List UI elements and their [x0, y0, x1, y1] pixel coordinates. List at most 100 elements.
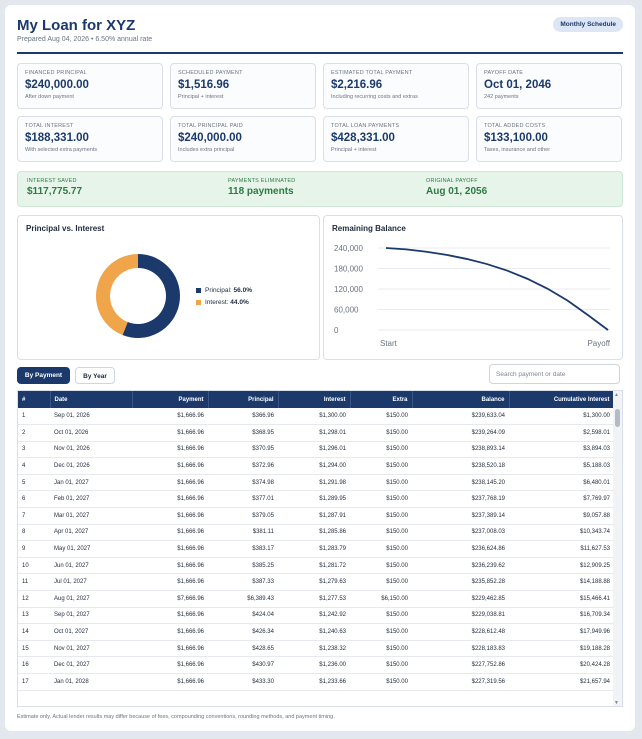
- scrollbar-thumb[interactable]: [615, 409, 620, 427]
- table-row[interactable]: 3 Nov 01, 2026 $1,666.96 $370.95 $1,296.01 $1…: [18, 441, 614, 458]
- table-cell: $17,949.96: [579, 629, 610, 636]
- table-cell: 2: [22, 429, 26, 436]
- table-cell: $150.00: [386, 512, 408, 519]
- table-cell: Jan 01, 2027: [54, 479, 89, 486]
- table-cell: $238,893.14: [471, 446, 505, 453]
- table-row[interactable]: 13 Sep 01, 2027 $1,666.96 $424.04 $1,242.92 $…: [18, 607, 614, 624]
- header-date[interactable]: Date: [50, 391, 133, 408]
- header-balance[interactable]: Balance: [412, 391, 510, 408]
- header-principal[interactable]: Principal: [208, 391, 279, 408]
- header-payment[interactable]: Payment: [132, 391, 209, 408]
- table-cell: Apr 01, 2027: [54, 529, 89, 536]
- table-row[interactable]: 4 Dec 01, 2026 $1,666.96 $372.96 $1,294.00 $1…: [18, 458, 614, 475]
- table-row[interactable]: 2 Oct 01, 2026 $1,666.96 $368.95 $1,298.01 $1…: [18, 425, 614, 442]
- table-cell: $387.33: [252, 579, 274, 586]
- table-cell: 8: [22, 529, 26, 536]
- stat-label: PAYOFF DATE: [484, 70, 524, 76]
- table-cell: $229,462.85: [471, 595, 505, 602]
- table-row[interactable]: 15 Nov 01, 2027 $1,666.96 $428.65 $1,238.32 $…: [18, 640, 614, 657]
- table-cell: $1,283.79: [319, 546, 346, 553]
- table-cell: $10,343.74: [579, 529, 610, 536]
- table-cell: $150.00: [386, 645, 408, 652]
- table-row[interactable]: 1 Sep 01, 2026 $1,666.96 $366.96 $1,300.00 $1…: [18, 408, 614, 425]
- table-cell: $14,188.88: [579, 579, 610, 586]
- table-cell: $1,666.96: [177, 413, 204, 420]
- stat-label: ESTIMATED TOTAL PAYMENT: [331, 70, 413, 76]
- table-cell: $150.00: [386, 446, 408, 453]
- donut-chart: [96, 254, 180, 338]
- table-row[interactable]: 6 Feb 01, 2027 $1,666.96 $377.01 $1,289.95 $1…: [18, 491, 614, 508]
- stat-total-added-costs: TOTAL ADDED COSTS $133,100.00 Taxes, ins…: [476, 116, 622, 162]
- header-interest[interactable]: Interest: [278, 391, 351, 408]
- table-row[interactable]: 16 Dec 01, 2027 $1,666.96 $430.97 $1,236.00 $…: [18, 657, 614, 674]
- table-row[interactable]: 11 Jul 01, 2027 $1,666.96 $387.33 $1,279.63 $…: [18, 574, 614, 591]
- stat-value: $1,516.96: [178, 79, 230, 91]
- table-row[interactable]: 9 May 01, 2027 $1,666.96 $383.17 $1,283.79 $1…: [18, 541, 614, 558]
- table-cell: 4: [22, 463, 26, 470]
- page-subtitle: Prepared Aug 04, 2026 • 6.50% annual rat…: [17, 36, 153, 43]
- interest-saved: INTEREST SAVED $117,775.77: [27, 178, 82, 197]
- table-cell: $1,666.96: [177, 446, 204, 453]
- table-cell: 11: [22, 579, 29, 586]
- table-cell: $2,598.01: [583, 429, 610, 436]
- table-cell: $150.00: [386, 479, 408, 486]
- table-row[interactable]: 10 Jun 01, 2027 $1,666.96 $385.25 $1,281.72 $…: [18, 557, 614, 574]
- table-cell: $426.34: [252, 629, 274, 636]
- table-row[interactable]: 5 Jan 01, 2027 $1,666.96 $374.98 $1,291.98 $1…: [18, 474, 614, 491]
- scroll-down-icon[interactable]: ▼: [614, 700, 619, 706]
- table-cell: $433.30: [252, 678, 274, 685]
- savings-label: PAYMENTS ELIMINATED: [228, 178, 296, 184]
- table-cell: 10: [22, 562, 29, 569]
- header-extra[interactable]: Extra: [350, 391, 413, 408]
- y-tick-label: 0: [334, 326, 339, 335]
- table-cell: $1,291.98: [319, 479, 346, 486]
- donut-slice-interest: [96, 254, 138, 336]
- savings-value: Aug 01, 2056: [426, 186, 488, 197]
- stat-value: $188,331.00: [25, 132, 89, 144]
- stat-financed-principal: FINANCED PRINCIPAL $240,000.00 After dow…: [17, 63, 163, 109]
- stat-label: TOTAL ADDED COSTS: [484, 123, 546, 129]
- table-cell: 16: [22, 662, 29, 669]
- scroll-up-icon[interactable]: ▲: [614, 392, 619, 398]
- tab-by-payment[interactable]: By Payment: [17, 367, 70, 384]
- table-row[interactable]: 17 Jan 01, 2028 $1,666.96 $433.30 $1,233.66 $…: [18, 674, 614, 691]
- stat-total-loan-payments: TOTAL LOAN PAYMENTS $428,331.00 Principa…: [323, 116, 469, 162]
- table-cell: $19,188.28: [579, 645, 610, 652]
- table-cell: $374.98: [252, 479, 274, 486]
- tab-by-year[interactable]: By Year: [75, 367, 115, 384]
- stat-scheduled-payment: SCHEDULED PAYMENT $1,516.96 Principal + …: [170, 63, 316, 109]
- table-cell: $368.95: [252, 429, 274, 436]
- table-cell: $150.00: [386, 612, 408, 619]
- savings-value: $117,775.77: [27, 186, 83, 197]
- stat-label: FINANCED PRINCIPAL: [25, 70, 87, 76]
- table-row[interactable]: 8 Apr 01, 2027 $1,666.96 $381.11 $1,285.86 $1…: [18, 524, 614, 541]
- monthly-schedule-button[interactable]: Monthly Schedule: [553, 17, 623, 32]
- table-cell: $1,296.01: [319, 446, 346, 453]
- balance-line-chart: 240,000 180,000 120,000 60,000 0 Start Payoff: [334, 244, 611, 348]
- donut-slice-principal: [122, 254, 180, 338]
- search-input[interactable]: [489, 364, 620, 384]
- stat-value: $240,000.00: [178, 132, 242, 144]
- header-cumulative-interest[interactable]: Cumulative Interest: [509, 391, 615, 408]
- table-cell: $236,239.62: [471, 562, 505, 569]
- table-cell: Jul 01, 2027: [54, 579, 87, 586]
- table-scrollbar[interactable]: ▲ ▼: [613, 391, 622, 706]
- legend-principal-label: Principal:: [205, 287, 232, 294]
- table-cell: $11,627.53: [580, 546, 610, 553]
- table-cell: $1,236.00: [319, 662, 346, 669]
- header-number[interactable]: #: [18, 391, 51, 408]
- table-cell: 5: [22, 479, 26, 486]
- y-tick-label: 240,000: [334, 244, 363, 253]
- table-row[interactable]: 7 Mar 01, 2027 $1,666.96 $379.05 $1,287.91 $1…: [18, 508, 614, 525]
- table-cell: $7,666.96: [177, 595, 204, 602]
- table-row[interactable]: 12 Aug 01, 2027 $7,666.96 $6,389.43 $1,277.5…: [18, 591, 614, 608]
- table-cell: $377.01: [252, 496, 274, 503]
- table-cell: $1,666.96: [177, 529, 204, 536]
- table-cell: $6,150.00: [381, 595, 408, 602]
- savings-banner: INTEREST SAVED $117,775.77 PAYMENTS ELIM…: [17, 171, 623, 207]
- table-cell: $7,769.97: [583, 496, 610, 503]
- stat-value: $428,331.00: [331, 132, 395, 144]
- table-cell: $366.96: [252, 413, 274, 420]
- stat-note: Including recurring costs and extras: [331, 94, 418, 100]
- table-row[interactable]: 14 Oct 01, 2027 $1,666.96 $426.34 $1,240.63 $…: [18, 624, 614, 641]
